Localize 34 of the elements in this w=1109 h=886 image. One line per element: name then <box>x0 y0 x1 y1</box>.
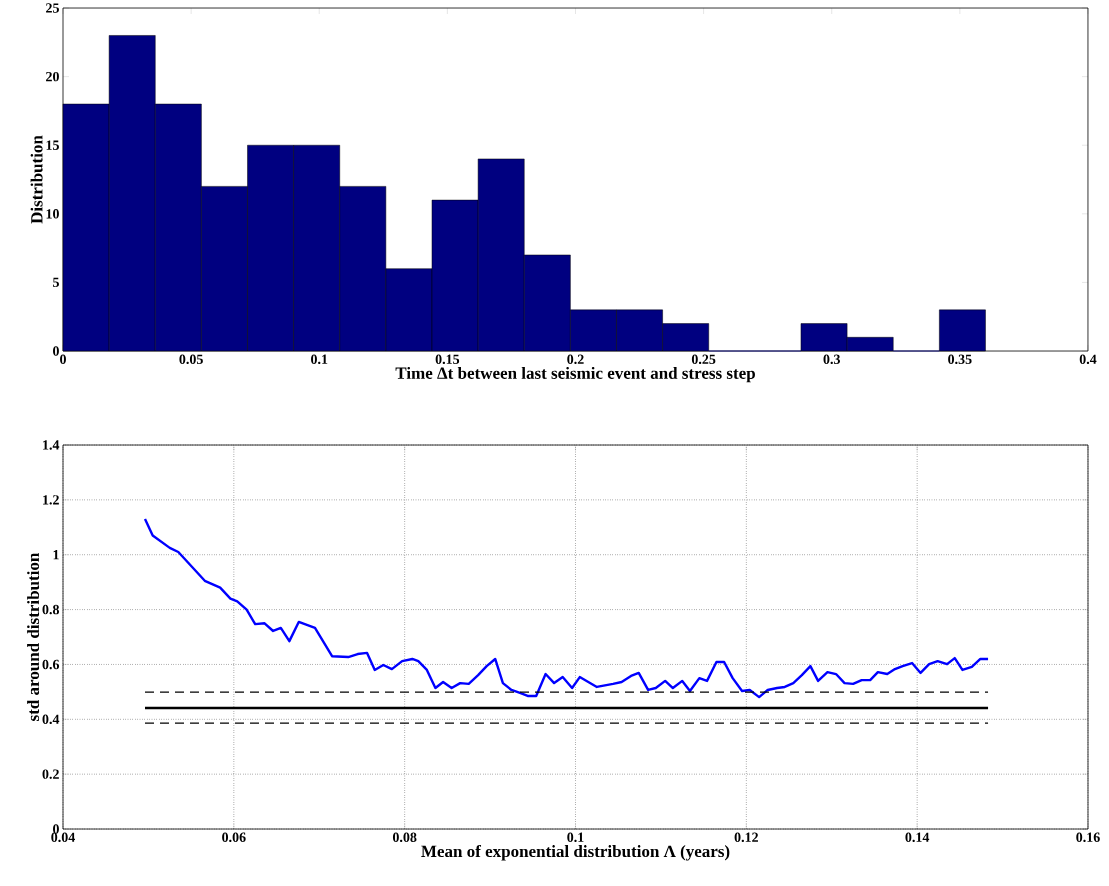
x-tick-label: 0.04 <box>51 832 75 843</box>
x-tick-label: 0.3 <box>823 354 840 365</box>
y-tick-label: 5 <box>53 277 59 288</box>
x-axis-title: Time Δt between last seismic event and stress step <box>395 366 755 383</box>
x-tick-label: 0.14 <box>905 832 930 843</box>
x-tick-label: 0.12 <box>734 832 758 843</box>
y-tick-label: 10 <box>46 209 59 219</box>
x-tick-label: 0.06 <box>222 832 246 843</box>
x-tick-label: 0.25 <box>691 354 716 365</box>
y-tick-label: 1 <box>53 550 59 560</box>
x-tick-label: 0.35 <box>948 354 972 365</box>
y-tick-label: 0 <box>53 346 59 356</box>
x-tick-label: 0.15 <box>435 354 460 365</box>
y-axis-title: Distribution <box>30 135 43 224</box>
y-tick-label: 1.2 <box>43 495 59 505</box>
y-tick-label: 0.2 <box>42 769 59 779</box>
x-tick-label: 0.1 <box>567 832 584 843</box>
x-tick-label: 0.1 <box>311 354 328 365</box>
y-tick-label: 0.4 <box>42 714 60 725</box>
x-tick-label: 0.05 <box>179 354 203 365</box>
x-tick-label: 0.2 <box>567 354 584 365</box>
x-tick-label: 0.4 <box>1079 354 1097 365</box>
y-tick-label: 20 <box>46 71 59 82</box>
y-tick-label: 0 <box>53 824 59 834</box>
y-tick-label: 25 <box>46 3 59 13</box>
x-axis-title: Mean of exponential distribution Λ (years) <box>421 844 730 861</box>
line-series <box>143 517 990 699</box>
y-tick-label: 0.6 <box>42 659 60 670</box>
x-tick-label: 0.16 <box>1076 832 1100 843</box>
y-tick-label: 0.8 <box>42 604 60 615</box>
y-tick-label: 1.4 <box>43 440 60 450</box>
y-tick-label: 15 <box>46 140 59 150</box>
y-axis-title: std around distribution <box>27 552 40 721</box>
x-tick-label: 0.08 <box>392 832 417 843</box>
